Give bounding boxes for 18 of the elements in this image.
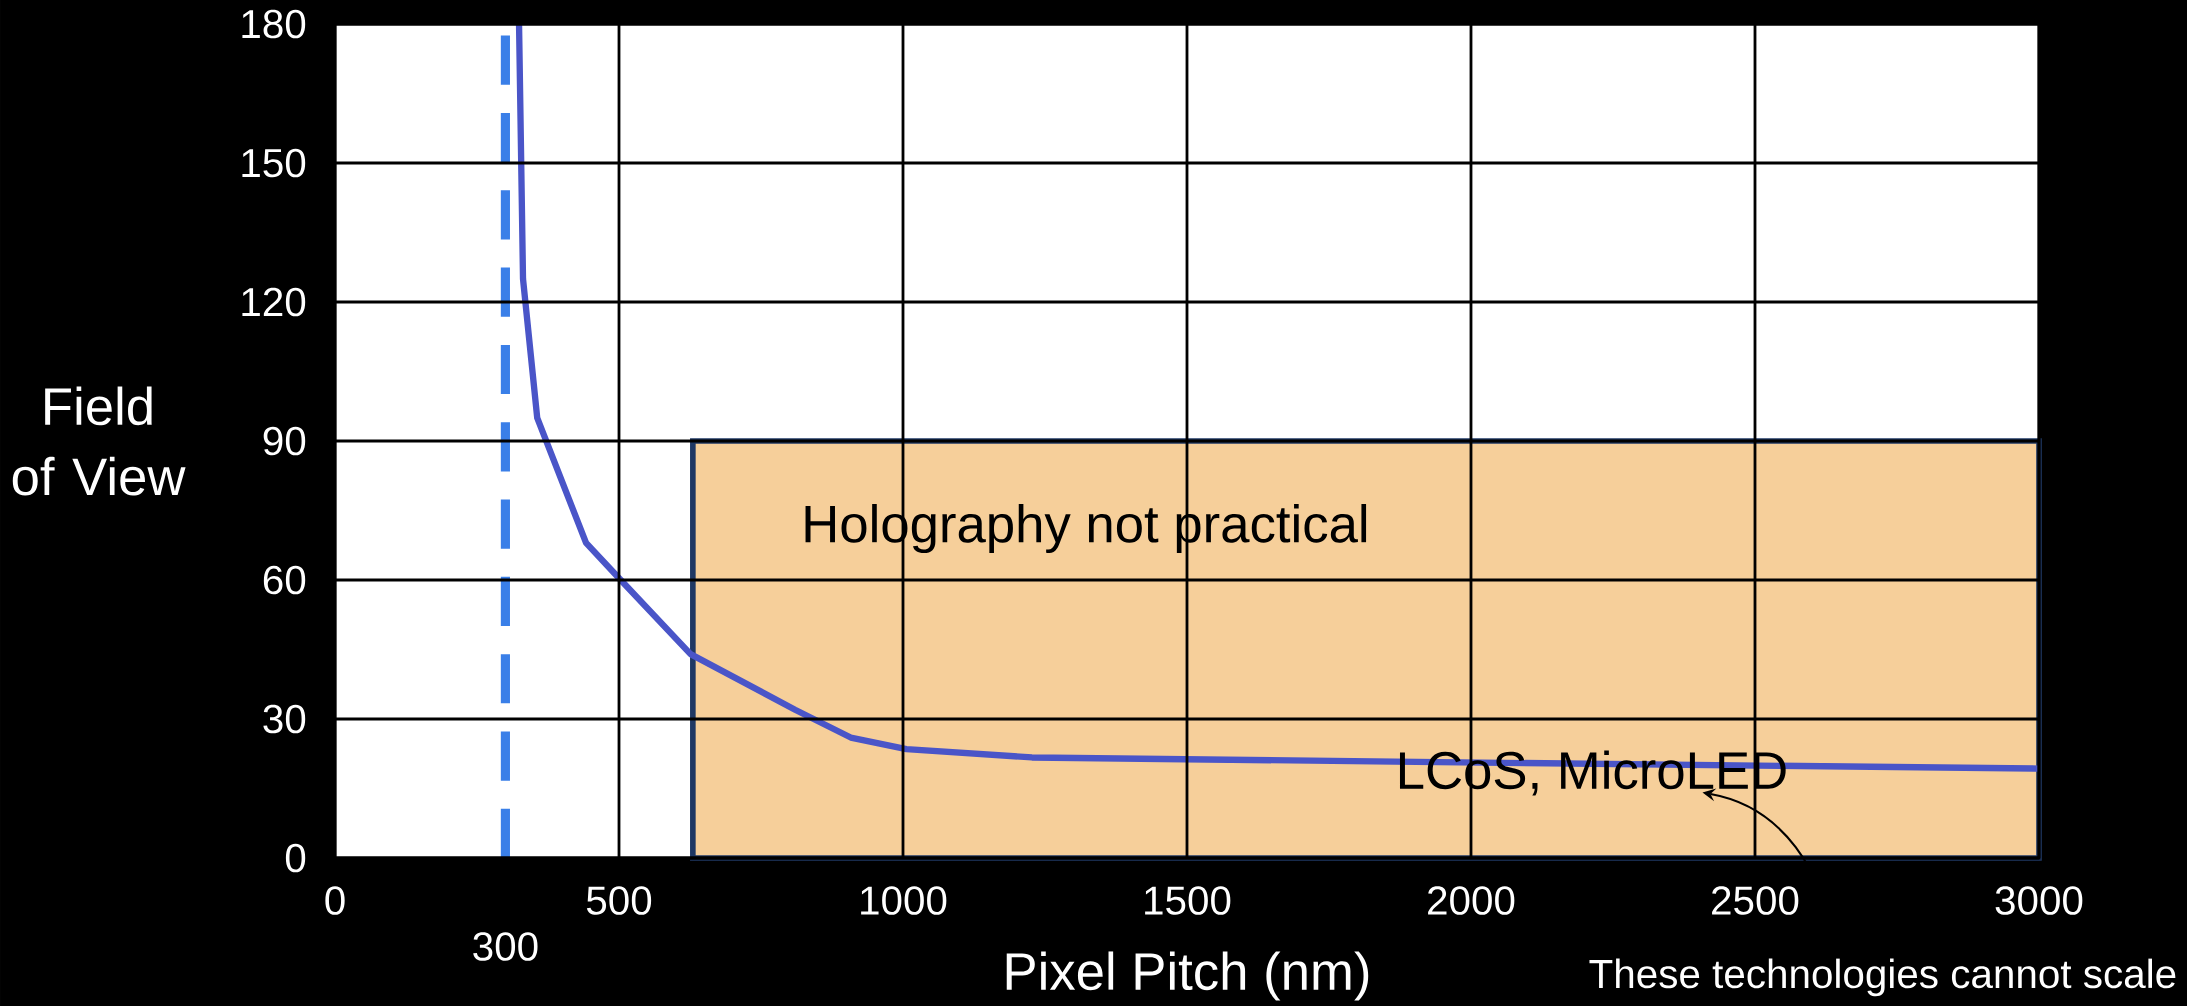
x-tick-label: 1000 bbox=[861, 886, 947, 915]
x-axis-title: Pixel Pitch (nm) bbox=[1006, 951, 1369, 1001]
x-tick-label: 500 bbox=[586, 886, 652, 915]
y-tick-label: 60 bbox=[263, 565, 306, 595]
x-tick-label: 3000 bbox=[1995, 886, 2083, 915]
x-tick-label: 1500 bbox=[1145, 886, 1231, 915]
y-tick-label: 120 bbox=[242, 287, 306, 317]
x-tick-label: 2000 bbox=[1428, 886, 1515, 915]
y-tick-label: 0 bbox=[285, 843, 306, 873]
ref-line-label: 300 bbox=[473, 932, 538, 961]
y-tick-label: 30 bbox=[263, 704, 306, 734]
x-tick-label: 0 bbox=[325, 886, 345, 915]
y-tick-label: 90 bbox=[263, 426, 306, 456]
text: These technologies cannot scale bbox=[1589, 958, 2176, 997]
y-tick-label: 150 bbox=[242, 148, 306, 178]
y-tick-label: 180 bbox=[242, 9, 306, 39]
y-axis-title: Field of View bbox=[12, 386, 186, 496]
x-tick-label: 2500 bbox=[1712, 886, 1799, 915]
